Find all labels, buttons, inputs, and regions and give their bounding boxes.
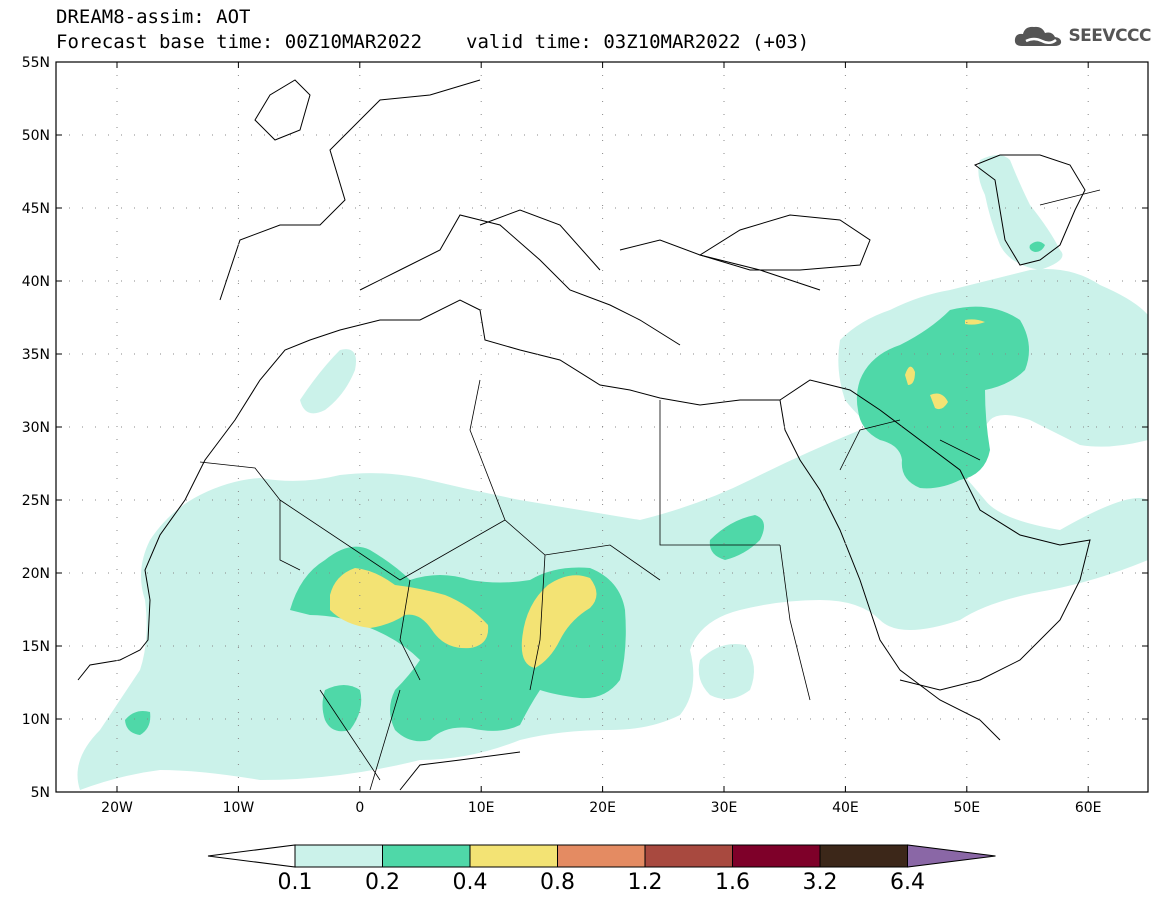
morocco-dust-patch (300, 349, 356, 414)
colorbar-box (557, 844, 646, 868)
lon-label: 30E (711, 800, 738, 816)
colorbar-label: 0.1 (278, 870, 313, 895)
niger-dust-maximum (330, 568, 489, 649)
lon-label: 10E (468, 800, 495, 816)
aot-band-01 (77, 155, 1148, 790)
coastlines (77, 79, 1091, 791)
colorbar: 0.1 0.2 0.4 0.8 1.2 1.6 3.2 6.4 (207, 844, 996, 895)
lat-label: 50N (22, 128, 50, 144)
lat-label: 30N (22, 420, 50, 436)
colorbar-label: 1.6 (715, 870, 750, 895)
lon-label: 20E (589, 800, 616, 816)
caspian-dust-patch (1029, 241, 1045, 252)
lon-label: 60E (1075, 800, 1102, 816)
aot-band-04 (330, 319, 985, 668)
map-title: DREAM8-assim: AOT (56, 6, 251, 28)
colorbar-label: 0.4 (453, 870, 488, 895)
lon-label: 10W (223, 800, 255, 816)
colorbar-box (294, 844, 383, 868)
colorbar-label: 0.8 (540, 870, 575, 895)
valid-time: valid time: 03Z10MAR2022 (+03) (466, 31, 810, 53)
west-africa-dust-patch (322, 685, 362, 732)
lon-label: 40E (832, 800, 859, 816)
longitude-labels: 20W 10W 0 10E 20E 30E 40E 50E 60E (101, 800, 1101, 816)
lon-label: 20W (101, 800, 133, 816)
lon-label: 0 (355, 800, 364, 816)
lat-label: 45N (22, 201, 50, 217)
time-line: Forecast base time: 00Z10MAR2022 valid ti… (56, 31, 809, 53)
caspian-dust-area (978, 155, 1063, 270)
graticule (56, 62, 1148, 792)
forecast-base-time: Forecast base time: 00Z10MAR2022 (56, 31, 423, 53)
europe-coastline (219, 79, 821, 346)
senegal-dust-patch (125, 711, 151, 735)
cloud-icon (1015, 26, 1062, 46)
chad-dust-maximum (521, 575, 597, 668)
colorbar-under-arrow (207, 844, 296, 868)
ethiopia-dust-patch (698, 644, 754, 699)
lat-label: 35N (22, 347, 50, 363)
lat-label: 20N (22, 566, 50, 582)
colorbar-box (644, 844, 733, 868)
border-lines (199, 189, 1101, 791)
seevccc-logo: SEEVCCC (1012, 22, 1151, 50)
colorbar-label: 1.2 (628, 870, 663, 895)
black-sea-coastline (698, 214, 871, 271)
colorbar-box (382, 844, 471, 868)
lon-label: 50E (953, 800, 980, 816)
lat-label: 10N (22, 712, 50, 728)
colorbar-box (819, 844, 908, 868)
colorbar-over-arrow (907, 844, 996, 868)
latitude-labels: 55N 50N 45N 40N 35N 30N 25N 20N 15N 10N 5N (22, 55, 50, 801)
colorbar-label: 3.2 (803, 870, 838, 895)
logo-text: SEEVCCC (1068, 26, 1151, 46)
colorbar-label: 6.4 (890, 870, 925, 895)
lat-label: 25N (22, 493, 50, 509)
caspian-coastline (973, 154, 1086, 266)
lat-label: 15N (22, 639, 50, 655)
africa-coastline (77, 299, 1001, 791)
sudan-dust-patch (709, 515, 764, 560)
colorbar-box (732, 844, 821, 868)
uk-coastline (254, 79, 311, 141)
axis-ticks (56, 61, 1148, 793)
colorbar-label: 0.2 (365, 870, 400, 895)
lat-label: 5N (31, 785, 50, 801)
lat-label: 55N (22, 55, 50, 71)
country-borders (199, 189, 1101, 791)
arabia-coastline (779, 379, 1091, 691)
lat-label: 40N (22, 274, 50, 290)
colorbar-box (469, 844, 558, 868)
